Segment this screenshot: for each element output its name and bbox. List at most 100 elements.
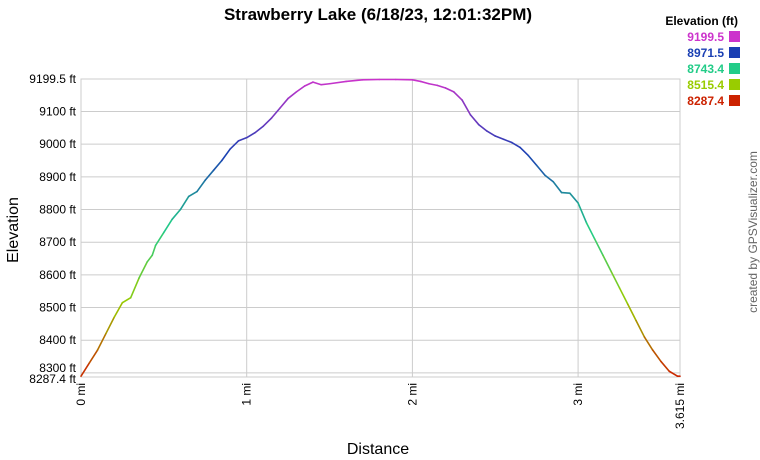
elevation-line-segment [511, 141, 521, 149]
elevation-line-segment [279, 97, 289, 110]
elevation-line-segment [643, 336, 654, 351]
plot-frame [80, 78, 681, 378]
elevation-line-segment [527, 154, 538, 167]
elevation-line-segment [577, 202, 588, 224]
y-tick-label: 8600 ft [39, 268, 76, 282]
elevation-line-segment [129, 277, 140, 299]
elevation-line-segment [121, 296, 132, 304]
x-tick-label: 1 mi [240, 383, 254, 406]
elevation-line-segment [270, 107, 281, 119]
chart-title: Strawberry Lake (6/18/23, 12:01:32PM) [224, 5, 532, 24]
elevation-line-segment [593, 238, 604, 257]
y-tick-label: 8500 ft [39, 301, 76, 315]
elevation-line-segment [163, 218, 173, 234]
elevation-line-segment [196, 179, 207, 193]
elevation-line-segment [151, 244, 157, 257]
elevation-line-segment [245, 131, 256, 139]
elevation-line-segment [88, 349, 99, 364]
elevation-line-segment [303, 81, 314, 87]
legend-swatch [729, 95, 740, 106]
y-axis-title: Elevation [5, 197, 22, 263]
y-tick-label: 8400 ft [39, 333, 76, 347]
grid [80, 78, 681, 378]
elevation-line-segment [221, 148, 231, 162]
legend: Elevation (ft) 9199.5 8971.5 8743.4 8515.4 8… [665, 14, 740, 108]
y-tick-label: 8700 ft [39, 235, 76, 249]
y-tick-label: 9000 ft [39, 137, 76, 151]
elevation-line-segment [295, 85, 306, 93]
elevation-line-segment [262, 117, 273, 128]
y-tick-label: 9199.5 ft [29, 72, 76, 86]
elevation-line-segment [105, 316, 115, 335]
elevation-series [80, 78, 681, 377]
elevation-line-segment [419, 80, 430, 85]
legend-swatch [729, 79, 740, 90]
elevation-line-segment [237, 136, 248, 142]
elevation-line-segment [544, 174, 555, 183]
elevation-line-segment [287, 91, 298, 100]
elevation-line-segment [254, 125, 265, 134]
elevation-line-segment [146, 254, 154, 263]
elevation-line-segment [469, 113, 480, 126]
elevation-line-segment [444, 87, 455, 93]
elevation-line-segment [154, 231, 165, 247]
elevation-line-segment [560, 191, 571, 194]
elevation-line-segment [602, 254, 613, 273]
y-tick-label: 8900 ft [39, 170, 76, 184]
credit-text: created by GPSVisualizer.com [746, 151, 760, 313]
legend-entry-label: 8743.4 [687, 62, 724, 76]
elevation-line-segment [113, 301, 124, 319]
elevation-line-segment [328, 80, 347, 85]
x-tick-label: 3 mi [571, 383, 585, 406]
y-tick-label: 8300 ft [39, 361, 76, 375]
elevation-line-segment [80, 362, 91, 377]
x-tick-label: 2 mi [405, 383, 419, 406]
legend-title: Elevation (ft) [665, 14, 738, 28]
elevation-line-segment [618, 287, 629, 306]
elevation-line-segment [312, 81, 323, 86]
x-tick-labels: 0 mi 1 mi 2 mi 3 mi 3.615 mi [74, 383, 687, 429]
elevation-line-segment [519, 146, 530, 157]
elevation-line-segment [428, 82, 439, 87]
elevation-line-segment [171, 208, 182, 221]
elevation-line-segment [96, 332, 107, 351]
elevation-line-segment [660, 360, 671, 373]
legend-entry-label: 8515.4 [687, 78, 724, 92]
x-tick-label: 3.615 mi [673, 383, 687, 429]
elevation-line-segment [502, 138, 513, 144]
elevation-line-segment [411, 79, 422, 83]
y-tick-label: 8800 ft [39, 203, 76, 217]
y-tick-label: 8287.4 ft [29, 372, 76, 386]
elevation-line-segment [436, 84, 447, 89]
legend-entry-label: 8971.5 [687, 46, 724, 60]
legend-swatch [729, 31, 740, 42]
elevation-line-segment [569, 192, 579, 204]
x-axis-title: Distance [347, 441, 409, 458]
elevation-line-segment [179, 195, 190, 211]
elevation-line-segment [635, 319, 646, 338]
elevation-line-segment [477, 123, 488, 132]
legend-swatch [729, 63, 740, 74]
elevation-line-segment [138, 260, 149, 279]
elevation-line-segment [552, 180, 563, 194]
elevation-line-segment [585, 221, 596, 240]
elevation-line-segment [212, 159, 223, 172]
elevation-line-segment [345, 79, 364, 83]
x-tick-label: 0 mi [74, 383, 88, 406]
elevation-line-segment [651, 349, 662, 363]
elevation-line-segment [494, 135, 505, 141]
elevation-line-segment [610, 270, 621, 289]
elevation-line-segment [229, 140, 240, 150]
elevation-line-segment [461, 99, 472, 116]
elevation-line-segment [453, 91, 463, 101]
elevation-line-segment [187, 190, 198, 198]
legend-swatch [729, 47, 740, 58]
elevation-line-segment [535, 164, 546, 177]
elevation-line-segment [627, 303, 637, 322]
elevation-line-segment [668, 370, 679, 377]
y-tick-label: 9100 ft [39, 105, 76, 119]
elevation-line-segment [486, 130, 497, 137]
legend-entry-label: 8287.4 [687, 94, 724, 108]
